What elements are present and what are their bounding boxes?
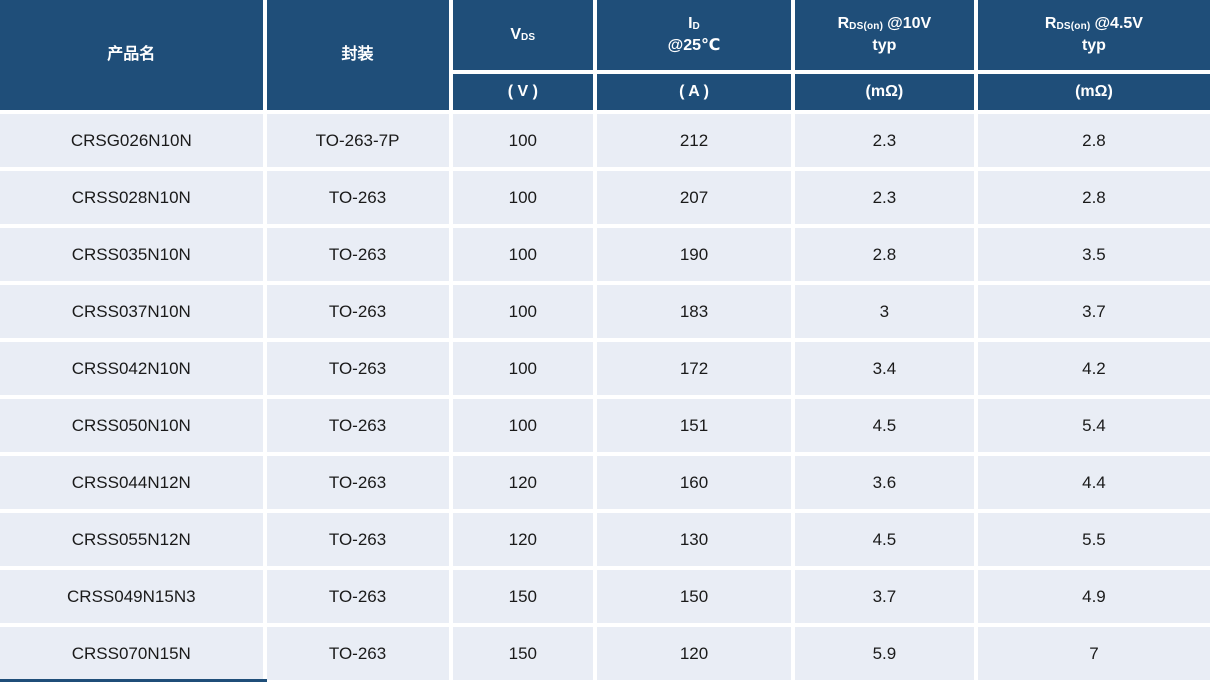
header-rds10-typ: typ bbox=[872, 37, 897, 54]
cell-package: TO-263 bbox=[266, 342, 449, 395]
header-vds: VDS bbox=[452, 0, 594, 70]
cell-vds: 120 bbox=[452, 513, 594, 566]
cell-product-name: CRSG026N10N bbox=[0, 114, 263, 167]
cell-id: 160 bbox=[597, 456, 791, 509]
cell-rds-10v: 4.5 bbox=[794, 399, 974, 452]
header-rds-10v: RDS(on) @10V typ bbox=[794, 0, 974, 70]
cell-product-name: CRSS070N15N bbox=[0, 627, 263, 680]
cell-rds-10v: 5.9 bbox=[794, 627, 974, 680]
cell-rds-4v5: 3.7 bbox=[977, 285, 1210, 338]
cell-rds-10v: 3.6 bbox=[794, 456, 974, 509]
cell-product-name: CRSS055N12N bbox=[0, 513, 263, 566]
cell-vds: 100 bbox=[452, 399, 594, 452]
cell-id: 130 bbox=[597, 513, 791, 566]
table-bottom-border bbox=[0, 679, 267, 682]
cell-vds: 100 bbox=[452, 285, 594, 338]
cell-product-name: CRSS044N12N bbox=[0, 456, 263, 509]
cell-id: 207 bbox=[597, 171, 791, 224]
cell-vds: 100 bbox=[452, 171, 594, 224]
cell-rds-10v: 2.3 bbox=[794, 171, 974, 224]
unit-rds-4v5: (mΩ) bbox=[977, 74, 1210, 110]
cell-product-name: CRSS042N10N bbox=[0, 342, 263, 395]
cell-package: TO-263 bbox=[266, 456, 449, 509]
unit-rds-10v: (mΩ) bbox=[794, 74, 974, 110]
header-package: 封装 bbox=[266, 0, 449, 110]
header-rds45-symbol: R bbox=[1044, 15, 1057, 33]
header-rds45-condition: @4.5V bbox=[1094, 15, 1143, 33]
cell-id: 150 bbox=[597, 570, 791, 623]
cell-package: TO-263-7P bbox=[266, 114, 449, 167]
cell-package: TO-263 bbox=[266, 228, 449, 281]
cell-rds-4v5: 2.8 bbox=[977, 114, 1210, 167]
cell-vds: 120 bbox=[452, 456, 594, 509]
cell-rds-10v: 2.3 bbox=[794, 114, 974, 167]
unit-id: ( A ) bbox=[597, 74, 791, 110]
cell-package: TO-263 bbox=[266, 627, 449, 680]
unit-vds: ( V ) bbox=[452, 74, 594, 110]
cell-package: TO-263 bbox=[266, 570, 449, 623]
cell-product-name: CRSS049N15N3 bbox=[0, 570, 263, 623]
cell-rds-10v: 3.7 bbox=[794, 570, 974, 623]
cell-id: 183 bbox=[597, 285, 791, 338]
cell-rds-4v5: 4.2 bbox=[977, 342, 1210, 395]
cell-product-name: CRSS037N10N bbox=[0, 285, 263, 338]
cell-id: 120 bbox=[597, 627, 791, 680]
header-product-name: 产品名 bbox=[0, 0, 263, 110]
header-rds10-symbol: R bbox=[837, 15, 850, 33]
cell-package: TO-263 bbox=[266, 399, 449, 452]
cell-rds-4v5: 4.9 bbox=[977, 570, 1210, 623]
cell-rds-4v5: 2.8 bbox=[977, 171, 1210, 224]
cell-package: TO-263 bbox=[266, 285, 449, 338]
header-package-label: 封装 bbox=[341, 46, 374, 64]
cell-vds: 100 bbox=[452, 342, 594, 395]
header-vds-subscript: DS bbox=[521, 32, 536, 44]
cell-product-name: CRSS028N10N bbox=[0, 171, 263, 224]
cell-id: 151 bbox=[597, 399, 791, 452]
header-rds45-subscript: DS(on) bbox=[1056, 21, 1091, 33]
cell-product-name: CRSS035N10N bbox=[0, 228, 263, 281]
header-id-subscript: D bbox=[692, 21, 700, 33]
cell-product-name: CRSS050N10N bbox=[0, 399, 263, 452]
cell-rds-4v5: 7 bbox=[977, 627, 1210, 680]
header-id: ID @25℃ bbox=[597, 0, 791, 70]
cell-rds-4v5: 5.4 bbox=[977, 399, 1210, 452]
header-id-condition: @25℃ bbox=[667, 37, 721, 54]
cell-id: 190 bbox=[597, 228, 791, 281]
header-id-symbol: I bbox=[688, 15, 693, 33]
cell-rds-4v5: 5.5 bbox=[977, 513, 1210, 566]
header-vds-symbol: V bbox=[510, 26, 522, 44]
cell-vds: 150 bbox=[452, 627, 594, 680]
cell-rds-10v: 4.5 bbox=[794, 513, 974, 566]
cell-rds-4v5: 4.4 bbox=[977, 456, 1210, 509]
cell-vds: 100 bbox=[452, 228, 594, 281]
cell-package: TO-263 bbox=[266, 171, 449, 224]
cell-rds-10v: 2.8 bbox=[794, 228, 974, 281]
cell-vds: 150 bbox=[452, 570, 594, 623]
cell-rds-10v: 3.4 bbox=[794, 342, 974, 395]
cell-vds: 100 bbox=[452, 114, 594, 167]
cell-id: 172 bbox=[597, 342, 791, 395]
cell-rds-4v5: 3.5 bbox=[977, 228, 1210, 281]
header-rds-4v5: RDS(on) @4.5V typ bbox=[977, 0, 1210, 70]
cell-package: TO-263 bbox=[266, 513, 449, 566]
header-rds10-condition: @10V bbox=[887, 15, 932, 33]
cell-rds-10v: 3 bbox=[794, 285, 974, 338]
header-rds45-typ: typ bbox=[1081, 37, 1106, 54]
cell-id: 212 bbox=[597, 114, 791, 167]
header-rds10-subscript: DS(on) bbox=[849, 21, 884, 33]
header-product-name-label: 产品名 bbox=[107, 46, 156, 64]
